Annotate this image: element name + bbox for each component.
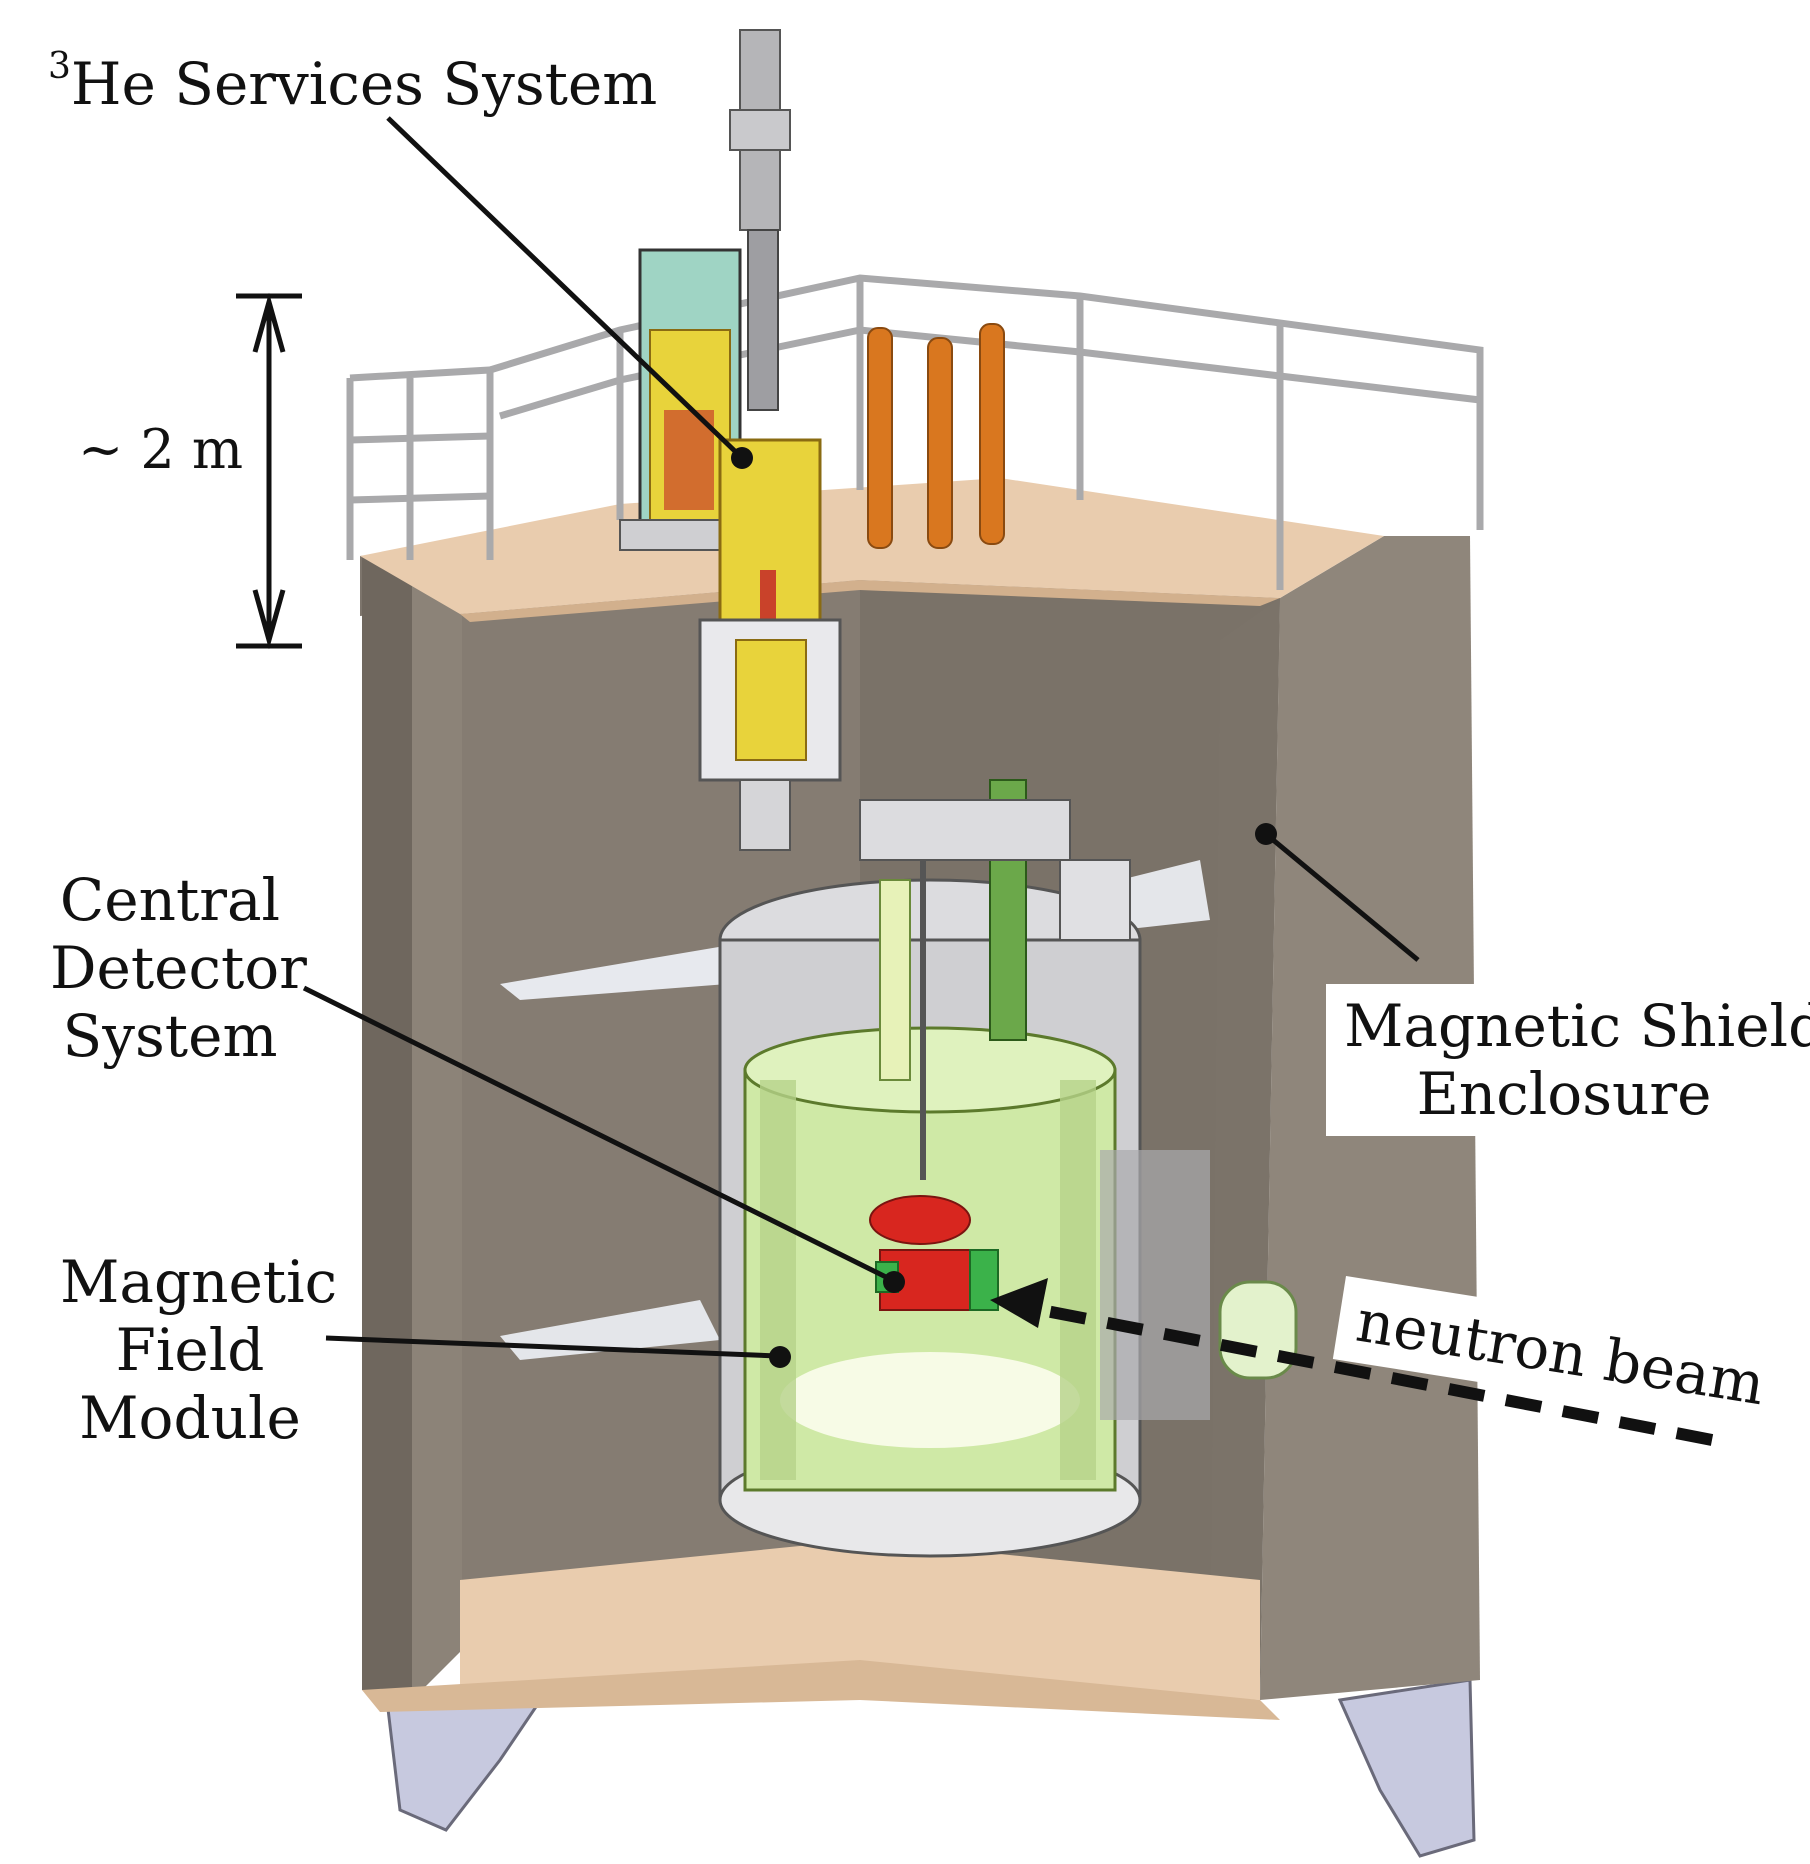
support-feet (384, 1678, 1476, 1858)
dot-mse (1255, 823, 1277, 845)
he3-superscript: 3 (48, 46, 71, 87)
label-line: Field (115, 1316, 265, 1384)
railing (346, 274, 1484, 590)
label-line: Enclosure (1416, 1060, 1712, 1128)
label-line: Magnetic Shield (1344, 992, 1810, 1060)
he3-services-label: 3He Services System (48, 49, 658, 119)
leader-mfm (325, 1335, 779, 1359)
label-line: Central (59, 866, 281, 934)
magnetic-shield-label: Magnetic Shield Enclosure (1326, 984, 1810, 1136)
dot-he3 (731, 447, 753, 469)
he3-label-text: He Services System (70, 50, 658, 118)
cryostat (718, 779, 1298, 1558)
he3-services-insert (619, 29, 842, 851)
leader-dots (731, 447, 1277, 1368)
dot-cds (883, 1271, 905, 1293)
label-line: Module (79, 1384, 301, 1452)
leader-he3 (386, 116, 742, 458)
dot-mfm (769, 1346, 791, 1368)
scale-bar (236, 292, 302, 650)
leader-mse (1264, 832, 1420, 962)
label-line: Magnetic (60, 1248, 338, 1316)
annotation-leaders (302, 116, 1420, 1359)
orange-pipes (867, 323, 1005, 549)
label-line: System (62, 1002, 278, 1070)
label-line: Detector (50, 934, 307, 1002)
central-detector-label: Central Detector System (50, 866, 307, 1070)
leader-cds (302, 985, 894, 1283)
neutron-beam-arrow (990, 1278, 1714, 1446)
magnetic-field-module-label: Magnetic Field Module (60, 1248, 338, 1452)
scale-label: ~ 2 m (78, 418, 244, 481)
